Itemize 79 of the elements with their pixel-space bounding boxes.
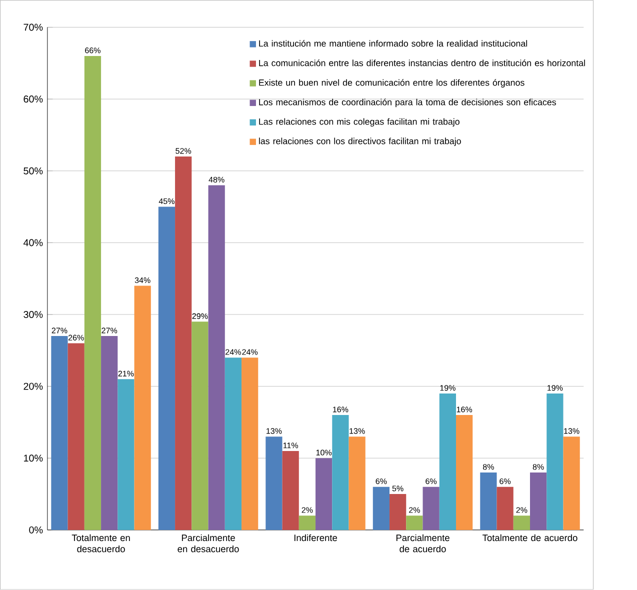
- data-label: 19%: [548, 385, 563, 391]
- data-label: 10%: [316, 450, 332, 456]
- bar: [224, 358, 242, 530]
- bar: [513, 516, 530, 530]
- data-label: 34%: [134, 277, 150, 284]
- bar: [282, 451, 299, 530]
- bar: [530, 472, 547, 530]
- bar: [134, 286, 151, 530]
- data-label: 27%: [52, 328, 68, 334]
- bar: [439, 394, 456, 530]
- legend-label: las relaciones con los directivos facilitan mi trabajo: [259, 138, 461, 146]
- data-label: 8%: [532, 464, 544, 470]
- bar: [422, 486, 440, 530]
- y-tick-label: 0%: [29, 526, 43, 534]
- data-label: 13%: [564, 428, 580, 434]
- bar: [546, 394, 564, 530]
- bar: [480, 472, 497, 530]
- data-label: 24%: [242, 349, 258, 355]
- x-tick-label: Totalmente de acuerdo: [482, 534, 578, 542]
- y-tick-label: 60%: [24, 96, 43, 103]
- data-label: 21%: [118, 370, 134, 377]
- x-tick-label: Totalmente en desacuerdo: [72, 534, 130, 552]
- bar: [406, 516, 423, 530]
- data-label: 6%: [500, 478, 511, 484]
- bar: [456, 415, 473, 530]
- data-label: 52%: [176, 148, 192, 154]
- data-label: 24%: [226, 349, 241, 355]
- bar: [242, 358, 258, 530]
- data-label: 29%: [192, 313, 208, 320]
- bar: [68, 343, 84, 530]
- bar: [372, 486, 390, 530]
- bar: [298, 516, 316, 530]
- data-label: 66%: [85, 48, 100, 54]
- data-label: 26%: [68, 334, 84, 341]
- bar: [84, 56, 102, 530]
- data-label: 27%: [102, 328, 118, 334]
- bar: [101, 336, 118, 530]
- legend-label: La comunicación entre las diferentes instancias dentro de institución es horizontal: [259, 60, 585, 66]
- data-label: 8%: [482, 464, 494, 470]
- data-label: 16%: [333, 406, 348, 412]
- y-tick-label: 20%: [24, 382, 43, 390]
- bar: [192, 322, 208, 530]
- y-tick-label: 30%: [24, 311, 43, 318]
- bar: [316, 458, 332, 530]
- data-label: 45%: [158, 198, 174, 204]
- data-label: 5%: [392, 486, 404, 492]
- bar: [51, 336, 68, 530]
- bar: [332, 415, 349, 530]
- bar: [158, 206, 176, 530]
- data-label: 2%: [302, 507, 313, 513]
- y-tick-label: 50%: [24, 167, 43, 174]
- y-tick-label: 70%: [24, 24, 43, 31]
- y-tick-label: 40%: [23, 239, 43, 246]
- data-label: 11%: [283, 442, 298, 448]
- bar: [118, 379, 134, 530]
- bar: [348, 436, 366, 530]
- data-label: 6%: [426, 478, 437, 484]
- data-label: 48%: [208, 176, 224, 183]
- legend-label: La institución me mantiene informado sobre la realidad institucional: [259, 40, 528, 47]
- data-label: 2%: [516, 507, 528, 513]
- legend-label: Existe un buen nivel de comunicación entre los diferentes órganos: [259, 79, 524, 88]
- bar: [563, 436, 580, 530]
- bar: [390, 494, 406, 530]
- data-label: 2%: [409, 507, 420, 513]
- legend-label: Las relaciones con mis colegas facilitan mi trabajo: [259, 118, 460, 127]
- data-label: 6%: [376, 478, 387, 484]
- y-tick-label: 10%: [24, 454, 43, 462]
- data-label: 13%: [350, 428, 365, 434]
- bar: [496, 486, 514, 530]
- bar: [266, 436, 282, 530]
- data-label: 13%: [266, 428, 282, 434]
- x-tick-label: Indiferente: [294, 534, 338, 542]
- data-label: 19%: [440, 385, 456, 391]
- bar: [208, 185, 225, 530]
- data-label: 16%: [456, 406, 472, 412]
- x-tick-label: Parcialmente de acuerdo: [396, 534, 450, 552]
- legend-label: Los mecanismos de coordinación para la toma de decisiones son eficaces: [259, 98, 556, 108]
- bar: [175, 156, 192, 530]
- x-tick-label: Parcialmente en desacuerdo: [178, 534, 239, 552]
